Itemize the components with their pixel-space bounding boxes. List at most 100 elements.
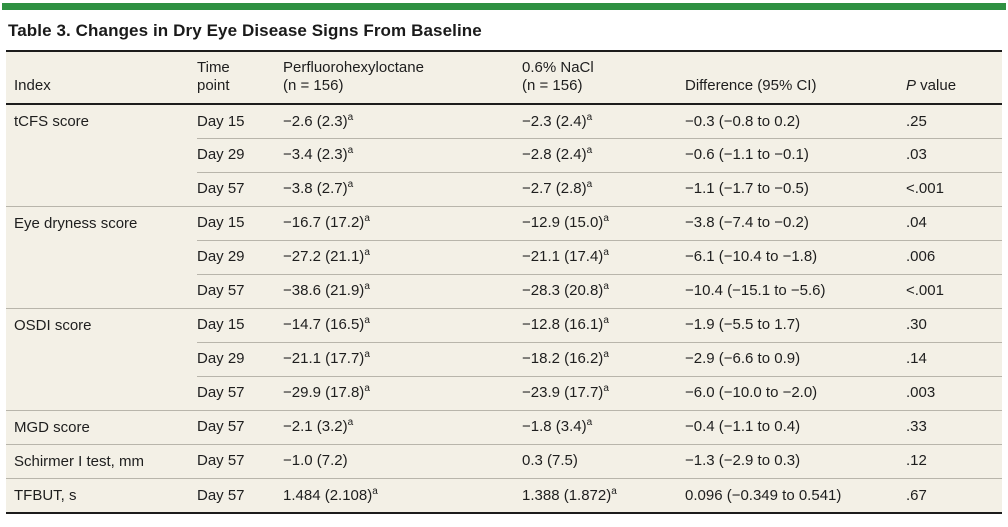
table-row: Day 29 −21.1 (17.7)a −18.2 (16.2)a −2.9 (−6…	[6, 341, 1002, 376]
nacl-value-cell: −18.2 (16.2)a	[522, 341, 685, 376]
time-point-cell: Day 15	[197, 205, 283, 240]
time-point-cell: Day 57	[197, 409, 283, 444]
table-row: Day 29 −3.4 (2.3)a −2.8 (2.4)a −0.6 (−1.1 t…	[6, 137, 1002, 172]
time-point-cell: Day 57	[197, 171, 283, 206]
difference-ci-cell: 0.096 (−0.349 to 0.541)	[685, 477, 906, 512]
nacl-value-cell: −21.1 (17.4)a	[522, 239, 685, 274]
row-index-label: tCFS score	[14, 113, 90, 130]
perfluorohexyloctane-value-cell: −1.0 (7.2)	[283, 443, 522, 478]
header-perfluorohexyloctane: Perfluorohexyloctane (n = 156)	[283, 52, 522, 105]
time-point-cell: Day 57	[197, 273, 283, 308]
nacl-value-cell: −23.9 (17.7)a	[522, 375, 685, 410]
table-row: Day 57 −3.8 (2.7)a −2.7 (2.8)a −1.1 (−1.7 t…	[6, 171, 1002, 206]
p-value-cell: .006	[906, 239, 1002, 274]
table-row: Schirmer I test, mm Day 57 −1.0 (7.2) 0.3 (…	[6, 443, 1002, 478]
table-row: Eye dryness score Day 15 −16.7 (17.2)a −12.…	[6, 205, 1002, 308]
table-row: Day 29 −27.2 (21.1)a −21.1 (17.4)a −6.1 (−1…	[6, 239, 1002, 274]
footnote-marker: a	[347, 111, 354, 123]
footnote-marker: a	[603, 247, 609, 259]
difference-ci-cell: −10.4 (−15.1 to −5.6)	[685, 273, 906, 308]
p-value-cell: .14	[906, 341, 1002, 376]
nacl-value-cell: −12.9 (15.0)a	[522, 205, 685, 240]
row-index-label: TFBUT, s	[6, 477, 197, 512]
difference-ci-cell: −1.1 (−1.7 to −0.5)	[685, 171, 906, 206]
footnote-marker: a	[603, 383, 609, 395]
footnote-marker: a	[347, 145, 354, 157]
row-index-label: Eye dryness score	[6, 205, 197, 308]
difference-ci-cell: −0.6 (−1.1 to −0.1)	[685, 137, 906, 172]
difference-ci-cell: −3.8 (−7.4 to −0.2)	[685, 205, 906, 240]
perfluorohexyloctane-value-cell: −14.7 (16.5)a	[283, 307, 522, 342]
table-row: TFBUT, s Day 57 1.484 (2.108)a 1.388 (1.872…	[6, 477, 1002, 512]
difference-ci-cell: −0.4 (−1.1 to 0.4)	[685, 409, 906, 444]
perfluorohexyloctane-value-cell: −16.7 (17.2)a	[283, 205, 522, 240]
p-value-cell: .04	[906, 205, 1002, 240]
footnote-marker: a	[603, 349, 609, 361]
table-header: Index Time point Perfluorohexyloctane (n =…	[6, 52, 1002, 105]
footnote-marker: a	[372, 485, 378, 497]
time-point-cell: Day 57	[197, 443, 283, 478]
footnote-marker: a	[347, 417, 354, 429]
table-row: MGD score Day 57 −2.1 (3.2)a −1.8 (3.4)a −0.…	[6, 409, 1002, 444]
footnote-marker: a	[603, 213, 609, 225]
footnote-marker: a	[586, 145, 593, 157]
p-value-cell: .30	[906, 307, 1002, 342]
nacl-value-cell: −12.8 (16.1)a	[522, 307, 685, 342]
nacl-value-cell: 0.3 (7.5)	[522, 443, 685, 478]
time-point-cell: Day 57	[197, 477, 283, 512]
table-body: tCFS score Day 15 −2.6 (2.3)a −2.3 (2.4)a −0…	[6, 104, 1002, 512]
footnote-marker: a	[364, 383, 370, 395]
footnote-marker: a	[364, 247, 370, 259]
footnote-marker: a	[603, 281, 609, 293]
row-index-label: OSDI score	[6, 307, 197, 410]
perfluorohexyloctane-value-cell: 1.484 (2.108)a	[283, 477, 522, 512]
nacl-value-cell: 1.388 (1.872)a	[522, 477, 685, 512]
nacl-value-cell: −2.3 (2.4)a	[522, 111, 593, 130]
header-time-point: Time point	[197, 52, 283, 105]
difference-ci-cell: −6.1 (−10.4 to −1.8)	[685, 239, 906, 274]
time-point-cell: Day 29	[197, 341, 283, 376]
difference-ci-cell: −1.3 (−2.9 to 0.3)	[685, 443, 906, 478]
difference-ci-cell: −6.0 (−10.0 to −2.0)	[685, 375, 906, 410]
dry-eye-signs-table: Index Time point Perfluorohexyloctane (n =…	[6, 52, 1002, 512]
footnote-marker: a	[586, 179, 593, 191]
time-point-cell: Day 15	[197, 112, 245, 130]
time-point-cell: Day 57	[197, 375, 283, 410]
nacl-value-cell: −2.8 (2.4)a	[522, 137, 685, 172]
p-value-cell: .25	[906, 112, 927, 130]
perfluorohexyloctane-value-cell: −2.1 (3.2)a	[283, 409, 522, 444]
perfluorohexyloctane-value-cell: −29.9 (17.8)a	[283, 375, 522, 410]
table-title: Table 3. Changes in Dry Eye Disease Sign…	[8, 21, 482, 40]
p-value-cell: .12	[906, 443, 1002, 478]
footnote-marker: a	[364, 213, 370, 225]
p-value-cell: <.001	[906, 171, 1002, 206]
p-value-cell: .67	[906, 477, 1002, 512]
accent-bar	[2, 3, 1006, 10]
footnote-marker: a	[611, 485, 617, 497]
row-index-label: MGD score	[6, 409, 197, 444]
header-nacl: 0.6% NaCl (n = 156)	[522, 52, 685, 105]
difference-ci-cell: −2.9 (−6.6 to 0.9)	[685, 341, 906, 376]
header-p-value: P value	[906, 52, 1002, 105]
nacl-value-cell: −28.3 (20.8)a	[522, 273, 685, 308]
footnote-marker: a	[364, 281, 370, 293]
header-difference: Difference (95% CI)	[685, 52, 906, 105]
time-point-cell: Day 15	[197, 307, 283, 342]
footnote-marker: a	[586, 111, 593, 123]
perfluorohexyloctane-value-cell: −3.8 (2.7)a	[283, 171, 522, 206]
table-row: Day 57 −29.9 (17.8)a −23.9 (17.7)a −6.0 (−1…	[6, 375, 1002, 410]
table-row: tCFS score Day 15 −2.6 (2.3)a −2.3 (2.4)a −0…	[6, 104, 1002, 138]
difference-ci-cell: −0.3 (−0.8 to 0.2)	[685, 112, 801, 130]
nacl-value-cell: −2.7 (2.8)a	[522, 171, 685, 206]
difference-ci-cell: −1.9 (−5.5 to 1.7)	[685, 307, 906, 342]
table-row: Day 57 −38.6 (21.9)a −28.3 (20.8)a −10.4 (−…	[6, 273, 1002, 308]
perfluorohexyloctane-value-cell: −2.6 (2.3)a	[283, 111, 354, 130]
p-value-cell: .003	[906, 375, 1002, 410]
footnote-marker: a	[364, 315, 370, 327]
footnote-marker: a	[347, 179, 354, 191]
p-value-cell: <.001	[906, 273, 1002, 308]
nacl-value-cell: −1.8 (3.4)a	[522, 409, 685, 444]
perfluorohexyloctane-value-cell: −38.6 (21.9)a	[283, 273, 522, 308]
perfluorohexyloctane-value-cell: −21.1 (17.7)a	[283, 341, 522, 376]
table-row: OSDI score Day 15 −14.7 (16.5)a −12.8 (16.1…	[6, 307, 1002, 410]
